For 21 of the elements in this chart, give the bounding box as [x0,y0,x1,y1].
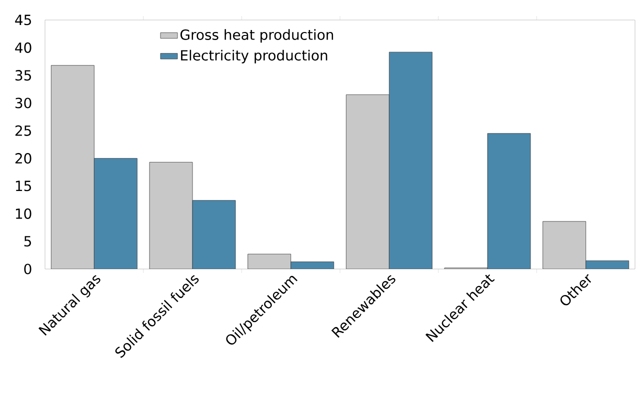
y-tick-label: 25 [15,125,31,136]
bar [389,52,432,269]
y-tick-label: 0 [24,264,32,274]
y-tick-label: 5 [24,236,31,247]
bar [94,158,138,269]
y-tick-label: 45 [15,14,31,26]
bar [51,65,94,269]
legend-label: Gross heat production [180,29,334,43]
bar [346,94,390,269]
y-tick-label: 20 [15,153,32,164]
bar [542,221,586,269]
bar [192,200,236,269]
y-tick-label: 30 [15,98,32,108]
y-tick-label: 15 [16,180,31,192]
y-tick-label: 35 [15,70,31,81]
y-tick-label: 40 [15,42,32,53]
y-tick-label: 10 [16,208,32,219]
bar [488,133,531,269]
bar [248,254,291,269]
legend-label: Electricity production [181,50,328,64]
bar [150,162,192,269]
